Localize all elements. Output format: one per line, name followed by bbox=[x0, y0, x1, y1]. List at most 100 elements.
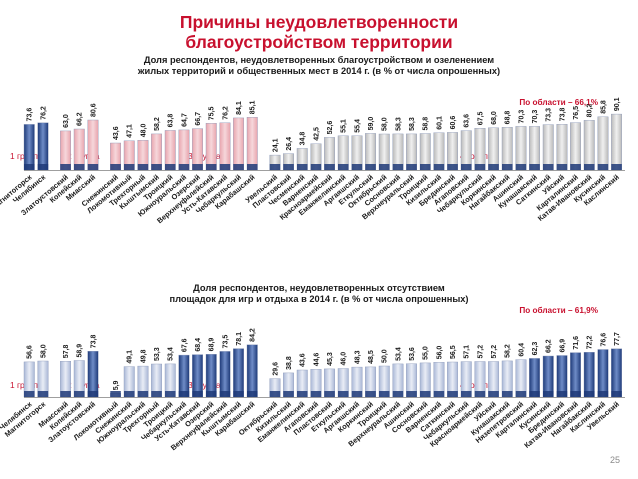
chart-1-bar-base-Троицкий bbox=[165, 164, 176, 170]
chart-2-bar-base-Верхнеуральский bbox=[392, 391, 404, 397]
chart-1-value-label: 66,7 bbox=[195, 112, 202, 126]
chart-1-bar-Кунашакский bbox=[529, 126, 540, 171]
chart-1-bar-base-Еманжелинский bbox=[338, 164, 349, 170]
chart-2-value-label: 38,8 bbox=[286, 356, 293, 370]
chart-2-bar-base-Кунашакский bbox=[502, 391, 513, 397]
chart-1-bar-base-Сосновский bbox=[392, 164, 404, 170]
chart-2-bar-base-Усть-Катавский bbox=[192, 391, 203, 397]
chart-2-value-label: 57,2 bbox=[491, 345, 498, 359]
chart-2-bar-base-Южноуральский bbox=[137, 391, 149, 397]
chart-2-bar-base-Челябинск bbox=[24, 391, 35, 397]
chart-2-bar-Каслинский bbox=[597, 349, 609, 398]
chart-1-value-label: 34,8 bbox=[300, 132, 307, 146]
chart-2-value-label: 68,9 bbox=[209, 338, 216, 352]
chart-2-bar-base-Магнитогорск bbox=[37, 391, 49, 397]
chart-1-bar-base-Челябинск bbox=[37, 164, 49, 170]
chart-1-bar-base-Коркинский bbox=[488, 164, 499, 170]
chart-2-value-label: 76,6 bbox=[600, 333, 607, 347]
chart-1-subtitle-line-2: жилых территорий и общественных мест в 2… bbox=[137, 66, 501, 76]
chart-2-value-label: 66,2 bbox=[546, 339, 553, 353]
chart-2-bar-base-Троицкий bbox=[379, 391, 390, 397]
chart-2-bar-base-Уйский bbox=[488, 391, 499, 397]
chart-1-value-label: 60,1 bbox=[436, 116, 443, 130]
chart-2-value-label: 77,7 bbox=[614, 332, 621, 346]
chart-1-value-label: 85,8 bbox=[600, 100, 607, 114]
chart-2-bar-base-Еманжелинский bbox=[297, 391, 308, 397]
chart-1-bar-Саткинский bbox=[542, 124, 554, 171]
chart-2-value-label: 60,4 bbox=[518, 343, 525, 357]
chart-2-bar-base-Верхнеуфалейский bbox=[219, 391, 231, 397]
chart-1-bar-base-Нагайбакский bbox=[502, 164, 513, 170]
chart-1-value-label: 76,2 bbox=[40, 106, 47, 120]
chart-1-bar-Верхнеуфалейский bbox=[205, 122, 217, 171]
page-title-line-1: Причины неудовлетворенности bbox=[179, 12, 459, 32]
chart-1-value-label: 58,2 bbox=[154, 117, 161, 131]
chart-1-bar-base-Локомотивный bbox=[124, 164, 135, 170]
chart-1-bar-Озерский bbox=[192, 128, 204, 171]
chart-1-value-label: 64,7 bbox=[181, 113, 188, 127]
chart-2-bar-base-Еткульский bbox=[338, 391, 349, 397]
chart-2-group-3-label: 3 группа bbox=[188, 380, 221, 390]
chart-1-bar-Южноуральский bbox=[178, 129, 190, 171]
chart-2-bar-base-Троицкий bbox=[165, 391, 176, 397]
chart-1-bar-Миасский bbox=[87, 119, 99, 171]
chart-1-bar-Челябинск bbox=[37, 122, 49, 171]
chart-1-bar-base-Октябрьский bbox=[379, 164, 390, 170]
chart-1-value-label: 58,3 bbox=[395, 117, 402, 131]
chart-2-bar-Катав-Ивановский bbox=[570, 352, 581, 398]
chart-1-bar-base-Магнитогорск bbox=[24, 164, 35, 170]
chart-1-bar-base-Златоустовский bbox=[60, 164, 71, 170]
chart-2-bar-base-Октябрьский bbox=[269, 391, 281, 397]
chart-1-bar-Карабашский bbox=[246, 116, 258, 171]
chart-1-bar-base-Саткинский bbox=[543, 164, 554, 170]
chart-2-value-label: 57,8 bbox=[63, 344, 70, 358]
chart-1-bar-Чебаркульский bbox=[474, 127, 486, 171]
chart-1-bar-Карталинский bbox=[570, 122, 581, 171]
chart-2-value-label: 50,0 bbox=[382, 349, 389, 363]
chart-2-value-label: 66,9 bbox=[559, 339, 566, 353]
chart-1-value-label: 67,5 bbox=[477, 111, 484, 125]
chart-2-value-label: 46,0 bbox=[341, 352, 348, 366]
chart-1-bar-base-Копейский bbox=[74, 164, 85, 170]
chart-2-bar-base-Чебаркульский bbox=[178, 391, 190, 397]
chart-1-bar-Варненский bbox=[310, 143, 322, 171]
chart-2-value-label: 73,8 bbox=[90, 334, 97, 348]
chart-2-subtitle-line-1: Доля респондентов, неудовлетворенных отс… bbox=[193, 283, 445, 293]
chart-1-bar-base-Брединский bbox=[447, 164, 458, 170]
chart-2-value-label: 56,0 bbox=[436, 346, 443, 360]
chart-2-bar-Увельский bbox=[611, 348, 622, 398]
chart-1-value-label: 42,5 bbox=[313, 127, 320, 141]
chart-1-bar-base-Кусинский bbox=[597, 164, 609, 170]
chart-1-bar-Кусинский bbox=[597, 116, 609, 171]
chart-2-value-label: 71,6 bbox=[573, 336, 580, 350]
chart-1-value-label: 73,6 bbox=[27, 108, 34, 122]
chart-2-value-label: 58,9 bbox=[77, 344, 84, 358]
chart-1-region-label: По области – 66,1% bbox=[519, 98, 598, 107]
chart-2-bar-base-Миасский bbox=[60, 391, 71, 397]
chart-1-bar-base-Кизильский bbox=[433, 164, 445, 170]
chart-1-bar-base-Чебаркульский bbox=[474, 164, 486, 170]
chart-2-bar-base-Трехгорный bbox=[151, 391, 162, 397]
chart-1-bar-base-Каслинский bbox=[611, 164, 622, 170]
chart-2-bar-base-Карабашский bbox=[247, 391, 258, 397]
chart-1-value-label: 68,8 bbox=[505, 111, 512, 125]
chart-2-value-label: 43,6 bbox=[300, 353, 307, 367]
chart-2-value-label: 57,2 bbox=[477, 345, 484, 359]
chart-1-value-label: 75,5 bbox=[209, 106, 216, 120]
chart-2-value-label: 58,0 bbox=[40, 344, 47, 358]
chart-1-bar-base-Усть-Катавский bbox=[219, 164, 231, 170]
chart-1-bar-Ашинский bbox=[515, 126, 527, 171]
chart-2-value-label: 53,3 bbox=[154, 347, 161, 361]
chart-1-bar-base-Троицкий bbox=[420, 164, 431, 170]
chart-2-bar-base-Златоустовский bbox=[87, 391, 99, 397]
chart-2-value-label: 53,6 bbox=[409, 347, 416, 361]
chart-1-value-label: 80,2 bbox=[587, 104, 594, 118]
chart-2-value-label: 56,5 bbox=[450, 345, 457, 359]
chart-1-bar-base-Красноармейский bbox=[324, 164, 335, 170]
chart-1-value-label: 55,4 bbox=[354, 119, 361, 133]
chart-2-value-label: 44,6 bbox=[313, 353, 320, 367]
chart-2-value-label: 78,1 bbox=[236, 332, 243, 346]
chart-2-bar-base-Каслинский bbox=[597, 391, 609, 397]
chart-1-value-label: 63,8 bbox=[168, 114, 175, 128]
